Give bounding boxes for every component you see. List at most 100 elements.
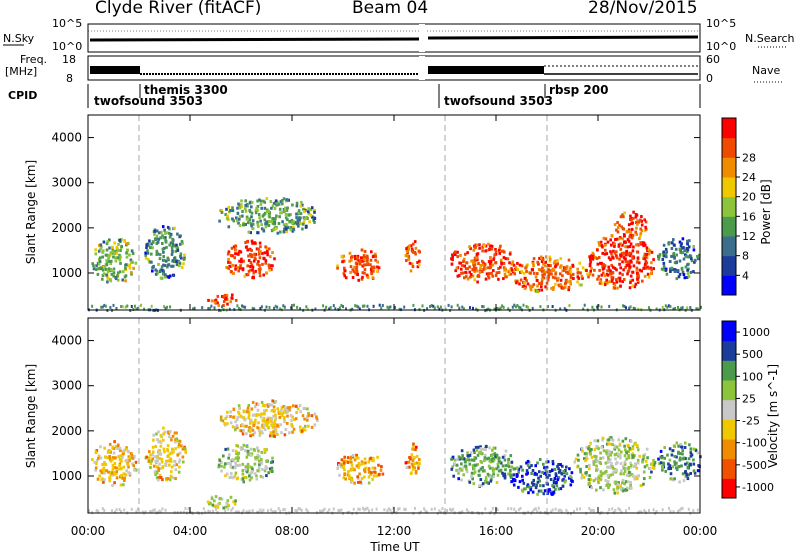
data-cell	[235, 444, 238, 447]
data-cell	[635, 232, 638, 236]
data-cell	[686, 272, 690, 276]
data-cell	[94, 466, 98, 470]
data-cell	[517, 508, 520, 512]
data-cell	[112, 451, 116, 455]
data-cell	[128, 253, 131, 257]
data-cell	[514, 510, 517, 514]
data-cell	[643, 465, 647, 469]
data-cell	[482, 305, 485, 309]
data-cell	[675, 468, 679, 472]
data-cell	[629, 274, 633, 278]
data-cell	[617, 454, 620, 458]
station-title: Clyde River (fitACF)	[95, 0, 262, 18]
data-cell	[592, 509, 595, 513]
data-cell	[615, 256, 619, 260]
data-cell	[246, 273, 250, 277]
data-cell	[466, 277, 470, 281]
data-cell	[120, 238, 123, 241]
data-cell	[626, 261, 630, 265]
data-cell	[259, 415, 263, 419]
data-cell	[387, 507, 390, 511]
data-cell	[265, 271, 268, 275]
data-cell	[600, 445, 603, 449]
data-cell	[234, 510, 237, 514]
data-cell	[111, 445, 115, 449]
data-cell	[626, 245, 630, 249]
data-cell	[218, 459, 222, 463]
data-cell	[161, 466, 165, 469]
data-cell	[507, 507, 510, 511]
data-cell	[262, 229, 266, 233]
data-cell	[503, 269, 506, 273]
data-cell	[680, 267, 684, 271]
data-cell	[95, 268, 98, 271]
data-cell	[484, 244, 488, 248]
data-cell	[127, 465, 130, 469]
data-cell	[299, 307, 302, 311]
data-cell	[258, 455, 261, 459]
data-cell	[567, 285, 571, 289]
data-cell	[151, 453, 154, 457]
data-cell	[219, 418, 223, 422]
data-cell	[128, 263, 132, 267]
data-cell	[639, 484, 643, 488]
data-cell	[121, 452, 125, 456]
data-cell	[611, 507, 614, 511]
data-cell	[240, 199, 243, 203]
data-cell	[397, 507, 400, 511]
data-cell	[298, 218, 301, 222]
data-cell	[532, 482, 535, 486]
data-cell	[636, 277, 639, 281]
data-cell	[611, 438, 615, 442]
data-cell	[159, 434, 163, 437]
data-cell	[116, 256, 120, 260]
nsky-tick-top: 10^5	[52, 17, 82, 30]
data-cell	[116, 278, 120, 282]
data-cell	[115, 508, 118, 512]
data-cell	[160, 457, 164, 461]
data-cell	[166, 430, 170, 434]
nave-label: Nave	[752, 64, 780, 77]
data-cell	[464, 267, 468, 271]
data-cell	[480, 484, 483, 488]
data-cell	[491, 274, 494, 278]
data-cell	[682, 257, 686, 261]
data-cell	[608, 449, 611, 453]
data-cell	[626, 253, 630, 257]
data-cell	[381, 472, 385, 476]
data-cell	[268, 268, 272, 272]
x-tick-label: 04:00	[173, 524, 208, 538]
data-cell	[259, 249, 262, 253]
data-cell	[561, 478, 564, 482]
data-cell	[539, 489, 543, 493]
data-cell	[479, 478, 483, 481]
data-cell	[599, 279, 602, 283]
data-cell	[578, 283, 582, 287]
data-cell	[463, 264, 466, 268]
data-cell	[246, 462, 250, 466]
data-cell	[342, 476, 346, 480]
data-cell	[581, 276, 584, 280]
data-cell	[168, 430, 172, 433]
data-cell	[583, 452, 587, 456]
data-cell	[549, 264, 552, 268]
data-cell	[107, 257, 110, 261]
data-cell	[294, 404, 298, 408]
data-cell	[183, 253, 186, 257]
data-cell	[557, 487, 561, 491]
data-cell	[171, 240, 175, 244]
data-cell	[283, 208, 287, 212]
data-cell	[253, 431, 256, 435]
data-cell	[664, 247, 668, 251]
data-cell	[464, 464, 467, 468]
data-cell	[618, 276, 622, 280]
data-cell	[118, 448, 122, 452]
data-cell	[460, 267, 463, 271]
data-cell	[482, 261, 485, 265]
data-cell	[629, 461, 632, 465]
data-cell	[678, 458, 682, 462]
data-cell	[456, 303, 459, 307]
data-cell	[580, 446, 584, 450]
data-cell	[599, 470, 603, 474]
data-cell	[536, 284, 539, 288]
